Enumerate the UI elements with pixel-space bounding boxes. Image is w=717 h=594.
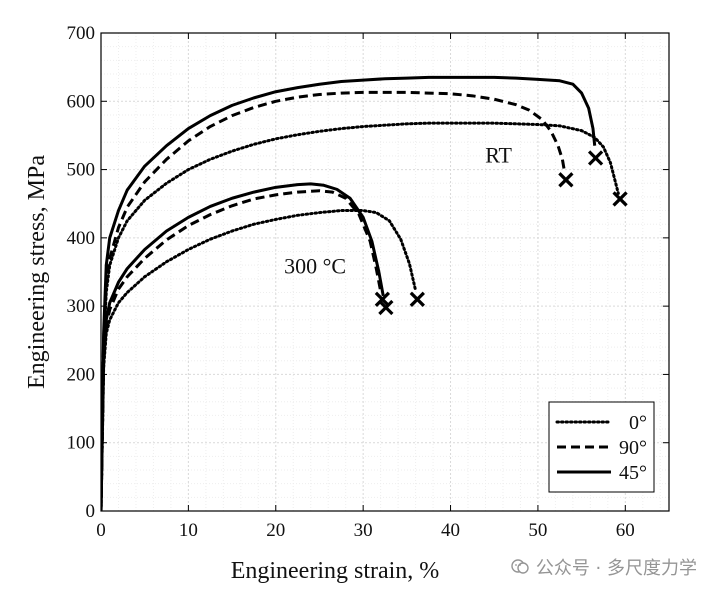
fracture-markers [374,150,628,316]
fracture-marker [378,299,394,316]
x-axis-label: Engineering strain, % [231,558,440,584]
fracture-marker [409,291,425,307]
annotation-label: 300 °C [284,253,346,278]
series-line-rt-dashed [101,90,566,511]
x-tick-label: 20 [266,520,285,541]
y-tick-label: 100 [67,433,96,454]
series-line-300c-dashed [101,189,383,511]
legend-box [548,401,655,493]
series-line-300c-solid [101,182,385,511]
series-group [101,75,620,511]
fracture-marker [612,191,628,207]
y-tick-label: 400 [67,228,96,249]
x-tick-label: 30 [354,520,373,541]
series-line-300c-dotted [101,209,418,511]
legend-label: 0° [629,412,647,434]
watermark: 公众号 · 多尺度力学 [510,554,697,580]
labels: Engineering strain, % Engineering stress,… [24,143,513,584]
legend-label: 45° [619,462,647,484]
legend: 0° 90° 45° [548,401,655,493]
fracture-marker [587,150,604,166]
legend-label: 90° [619,437,647,459]
annotation-label: RT [485,143,512,168]
fracture-marker [374,291,391,307]
series-line-rt-dotted [101,121,620,511]
fracture-marker [558,172,574,188]
x-tick-label: 60 [616,520,635,541]
x-tick-label: 0 [96,520,106,541]
plot-frame [100,32,670,512]
y-tick-label: 200 [67,364,96,385]
watermark-text: 公众号 · 多尺度力学 [535,558,697,579]
y-tick-label: 700 [67,23,96,44]
y-tick-label: 300 [67,296,96,317]
wechat-icon [511,559,529,574]
y-tick-label: 0 [86,501,96,522]
x-tick-label: 50 [528,520,547,541]
y-tick-label: 500 [67,160,96,181]
x-tick-label: 40 [441,520,460,541]
series-line-rt-solid [101,75,597,511]
y-tick-label: 600 [67,91,96,112]
x-tick-label: 10 [179,520,198,541]
y-axis-label: Engineering stress, MPa [24,155,50,389]
